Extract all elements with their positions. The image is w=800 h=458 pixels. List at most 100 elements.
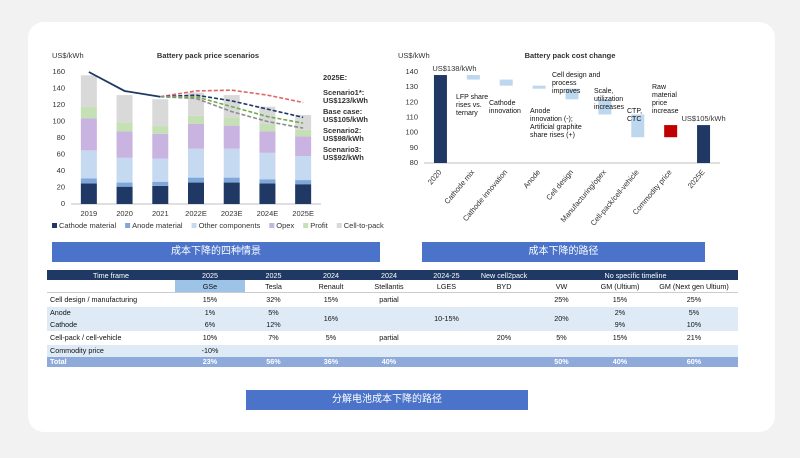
legend-swatch (125, 223, 131, 228)
legend-swatch (269, 223, 275, 228)
bar-segment (116, 131, 133, 158)
legend-label: Cathode material (59, 221, 116, 230)
bar-segment (295, 129, 312, 137)
cell: 56% (245, 356, 302, 367)
column-cell: BYD (475, 280, 533, 293)
bar-segment (223, 177, 240, 183)
y-tick-label: 90 (410, 143, 418, 152)
bar-segment (152, 99, 169, 126)
x-tick-label: 2023E (221, 209, 243, 218)
bar-segment (80, 75, 97, 107)
scenario-value-label: US$92/kWh (323, 153, 364, 162)
cell: 32% (266, 295, 281, 305)
annotation: Anode innovation (-); Artificial graphit… (530, 108, 582, 139)
cell: 23% (175, 356, 245, 367)
legend-swatch (303, 223, 309, 228)
line (88, 71, 161, 98)
header-row: Time frame 2025 2025 2024 2024 2024-25 N… (47, 270, 738, 280)
cell: 9% (590, 318, 650, 331)
x-tick-label: Cathode mix (442, 168, 476, 206)
bar-segment (188, 182, 204, 204)
cell: 16% (302, 306, 360, 331)
header-cell: 2024 (302, 270, 360, 280)
x-tick-label: 2022E (185, 209, 207, 218)
table: Time frame 2025 2025 2024 2024 2024-25 N… (47, 270, 738, 367)
legend-label: Anode material (132, 221, 183, 230)
y-tick-label: 100 (52, 116, 65, 125)
cell: 15% (612, 333, 628, 342)
legend-swatch (191, 223, 197, 228)
column-cell: Stellantis (360, 280, 418, 293)
bar (664, 125, 678, 138)
cell: 36% (302, 356, 360, 367)
line (160, 89, 304, 104)
row-label: Cathode (47, 318, 175, 331)
legend-label: Other components (199, 221, 261, 230)
column-cell: Tesla (245, 280, 302, 293)
y-tick-label: 140 (405, 67, 418, 76)
cell (245, 344, 738, 357)
row: Commodity price -10% (47, 344, 738, 357)
cell (418, 331, 475, 345)
blank-cell (47, 280, 175, 293)
bar (631, 114, 645, 138)
bar-segment (188, 177, 204, 183)
column-cell: GM (Next gen Ultium) (650, 280, 738, 293)
cell: -10% (175, 344, 245, 357)
column-row: GSe Tesla Renault Stellantis LGES BYD VW… (47, 280, 738, 293)
bar-segment (259, 152, 276, 180)
bar-segment (80, 106, 97, 119)
bar-segment (152, 125, 169, 134)
cell: partial (379, 295, 399, 305)
y-tick-label: 80 (57, 133, 65, 142)
total-row: Total 23% 56% 36% 40% 50% 40% 60% (47, 356, 738, 367)
bar-segment (116, 182, 133, 187)
annotation-title: 2025E: (323, 73, 347, 82)
row: Cell-pack / cell-vehicle 10% 7% 5% parti… (47, 331, 738, 345)
legend-label: Opex (276, 221, 294, 230)
x-tick-label: 2021 (152, 209, 169, 218)
row-label: Cell design / manufacturing (50, 295, 138, 305)
cell: 6% (175, 318, 245, 331)
cell (418, 293, 475, 307)
bar-segment (80, 183, 97, 204)
y-tick-label: 160 (52, 67, 65, 76)
annotation: CTP, CTC (627, 108, 643, 123)
bar-segment (188, 123, 204, 149)
cell: 15% (323, 295, 339, 305)
header-cell: 2024-25 (418, 270, 475, 280)
cell: 10% (202, 333, 218, 342)
bar (466, 75, 480, 80)
bar-segment (188, 115, 204, 124)
row-label: Commodity price (47, 344, 175, 357)
cell: 60% (650, 356, 738, 367)
cell (475, 356, 533, 367)
y-tick-label: 100 (405, 128, 418, 137)
cell: 5% (325, 333, 337, 342)
y-tick-label: 80 (410, 158, 418, 167)
x-tick-label: 2025E (292, 209, 314, 218)
column-cell: VW (533, 280, 590, 293)
y-axis-label: US$/kWh (398, 51, 430, 60)
cell (360, 318, 418, 331)
bar (532, 85, 546, 89)
chart-title: Battery pack price scenarios (157, 51, 259, 60)
bar-segment (116, 186, 133, 204)
bar-segment (223, 117, 240, 126)
legend-label: Profit (310, 221, 328, 230)
cell: 20% (533, 306, 590, 331)
bar-segment (152, 185, 169, 204)
bar-segment (152, 133, 169, 159)
cell: 21% (686, 333, 702, 342)
y-tick-label: 40 (57, 166, 65, 175)
bar-segment (259, 106, 276, 124)
cell: 15% (612, 295, 628, 305)
chart-title: Battery pack cost change (525, 51, 616, 60)
bar-segment (223, 148, 240, 178)
bar (433, 75, 447, 163)
cell: 12% (245, 318, 302, 331)
cell: 25% (686, 295, 702, 305)
cell (475, 306, 533, 319)
cell: 40% (360, 356, 418, 367)
cell: 5% (556, 333, 567, 342)
